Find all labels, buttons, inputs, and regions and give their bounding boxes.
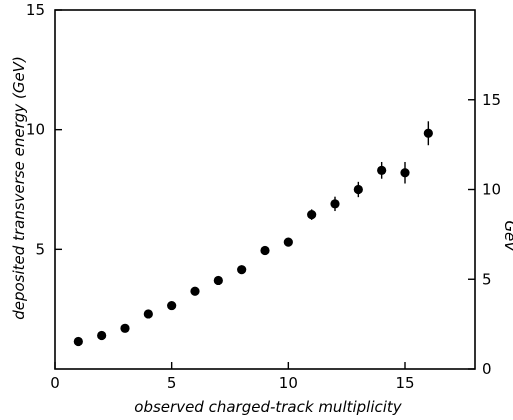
y-tick-label: 5 (35, 240, 45, 258)
data-point (143, 309, 153, 319)
x-tick-label: 15 (395, 374, 414, 392)
data-point (353, 184, 363, 195)
x-axis-ticks: 0 5 10 15 (50, 362, 415, 392)
data-points (73, 121, 433, 347)
x-tick-label: 5 (167, 374, 177, 392)
y2-tick-label: 10 (482, 181, 501, 199)
data-point (213, 275, 223, 286)
data-point (73, 336, 83, 347)
data-point (167, 300, 177, 311)
plot-frame (54, 9, 476, 370)
x-tick-label: 10 (279, 374, 298, 392)
y2-axis-label: GeV (501, 220, 513, 253)
y2-tick-label: 5 (482, 270, 492, 288)
y2-axis-ticks: 0 5 10 15 (468, 91, 501, 378)
data-point (237, 265, 247, 275)
data-point (377, 165, 387, 175)
y-axis-label: deposited transverse energy (GeV) (10, 56, 28, 320)
y-axis-ticks: 5 10 15 (26, 1, 62, 258)
y2-tick-label: 15 (482, 91, 501, 109)
data-point (307, 210, 317, 220)
data-point (283, 237, 293, 247)
data-point (190, 286, 200, 296)
data-point (120, 323, 130, 333)
y2-tick-label: 0 (482, 360, 492, 378)
plot-border (54, 9, 476, 370)
data-point (423, 128, 433, 138)
y-tick-label: 10 (26, 121, 45, 139)
data-point (260, 245, 270, 256)
x-tick-label: 0 (50, 374, 60, 392)
data-point (97, 330, 107, 341)
x-axis-label: observed charged-track multiplicity (134, 398, 403, 416)
data-point (400, 168, 410, 178)
data-point (330, 199, 340, 209)
y-tick-label: 15 (26, 1, 45, 19)
